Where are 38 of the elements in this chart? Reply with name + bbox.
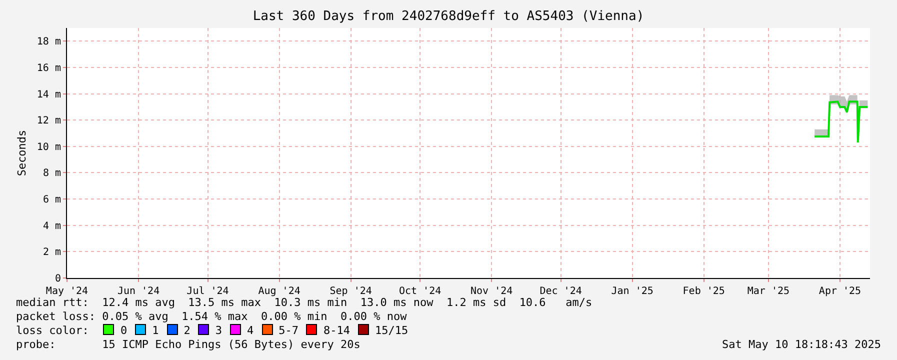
line-series [814,100,869,144]
text: 3 [215,324,222,337]
x-tick-label: Mar '25 [747,286,790,297]
y-tick-label: 14 m [36,89,61,100]
x-tick-label: Feb '25 [682,286,725,297]
text: 5-7 [278,324,298,337]
y-tick-label: 10 m [36,142,61,153]
text: Sat May 10 18:18:43 2025 [722,338,881,351]
x-tick-label: May '24 [46,286,88,297]
text: packet loss: 0.05 % avg 1.54 % max 0.00 % min 0.00 % now [16,310,407,323]
y-tick-label: 4 m [42,220,61,232]
y-axis-title: Seconds [16,130,29,176]
y-tick-label: 12 m [36,116,61,127]
x-tick-label: Nov '24 [470,286,513,297]
x-tick-label: Jul '24 [186,286,229,297]
y-tick-label: 8 m [42,168,61,180]
x-tick-label: Sep '24 [330,286,372,297]
y-tick-label: 18 m [36,36,61,48]
text: 15/15 [374,324,408,337]
x-tick-label: Aug '24 [258,286,300,297]
text: median rtt: 12.4 ms avg 13.5 ms max 10.3 ms min 13.0 ms now 1.2 ms sd 10.6 am/s [16,296,592,309]
text: 1 [152,324,159,337]
y-tick-label: 6 m [42,194,61,206]
text: 2 [184,324,190,337]
y-tick-label: 2 m [42,247,61,258]
x-tick-label: Jan '25 [611,286,654,297]
x-tick-label: Apr '25 [818,286,862,297]
text: 4 [246,324,254,337]
x-tick-label: Jun '24 [117,286,160,297]
text: 8-14 [323,324,350,337]
text: loss color: [16,324,90,337]
text: 0 [120,324,128,337]
x-tick-label: Dec '24 [540,286,582,297]
y-tick-label: 16 m [36,62,61,74]
y-tick-label: 0 [54,274,61,284]
text: probe: 15 ICMP Echo Pings (56 Bytes) every 20s [16,338,360,351]
x-tick-label: Oct '24 [398,286,442,297]
chart-title: Last 360 Days from 2402768d9eff to AS5403 (Vienna) [252,8,644,24]
